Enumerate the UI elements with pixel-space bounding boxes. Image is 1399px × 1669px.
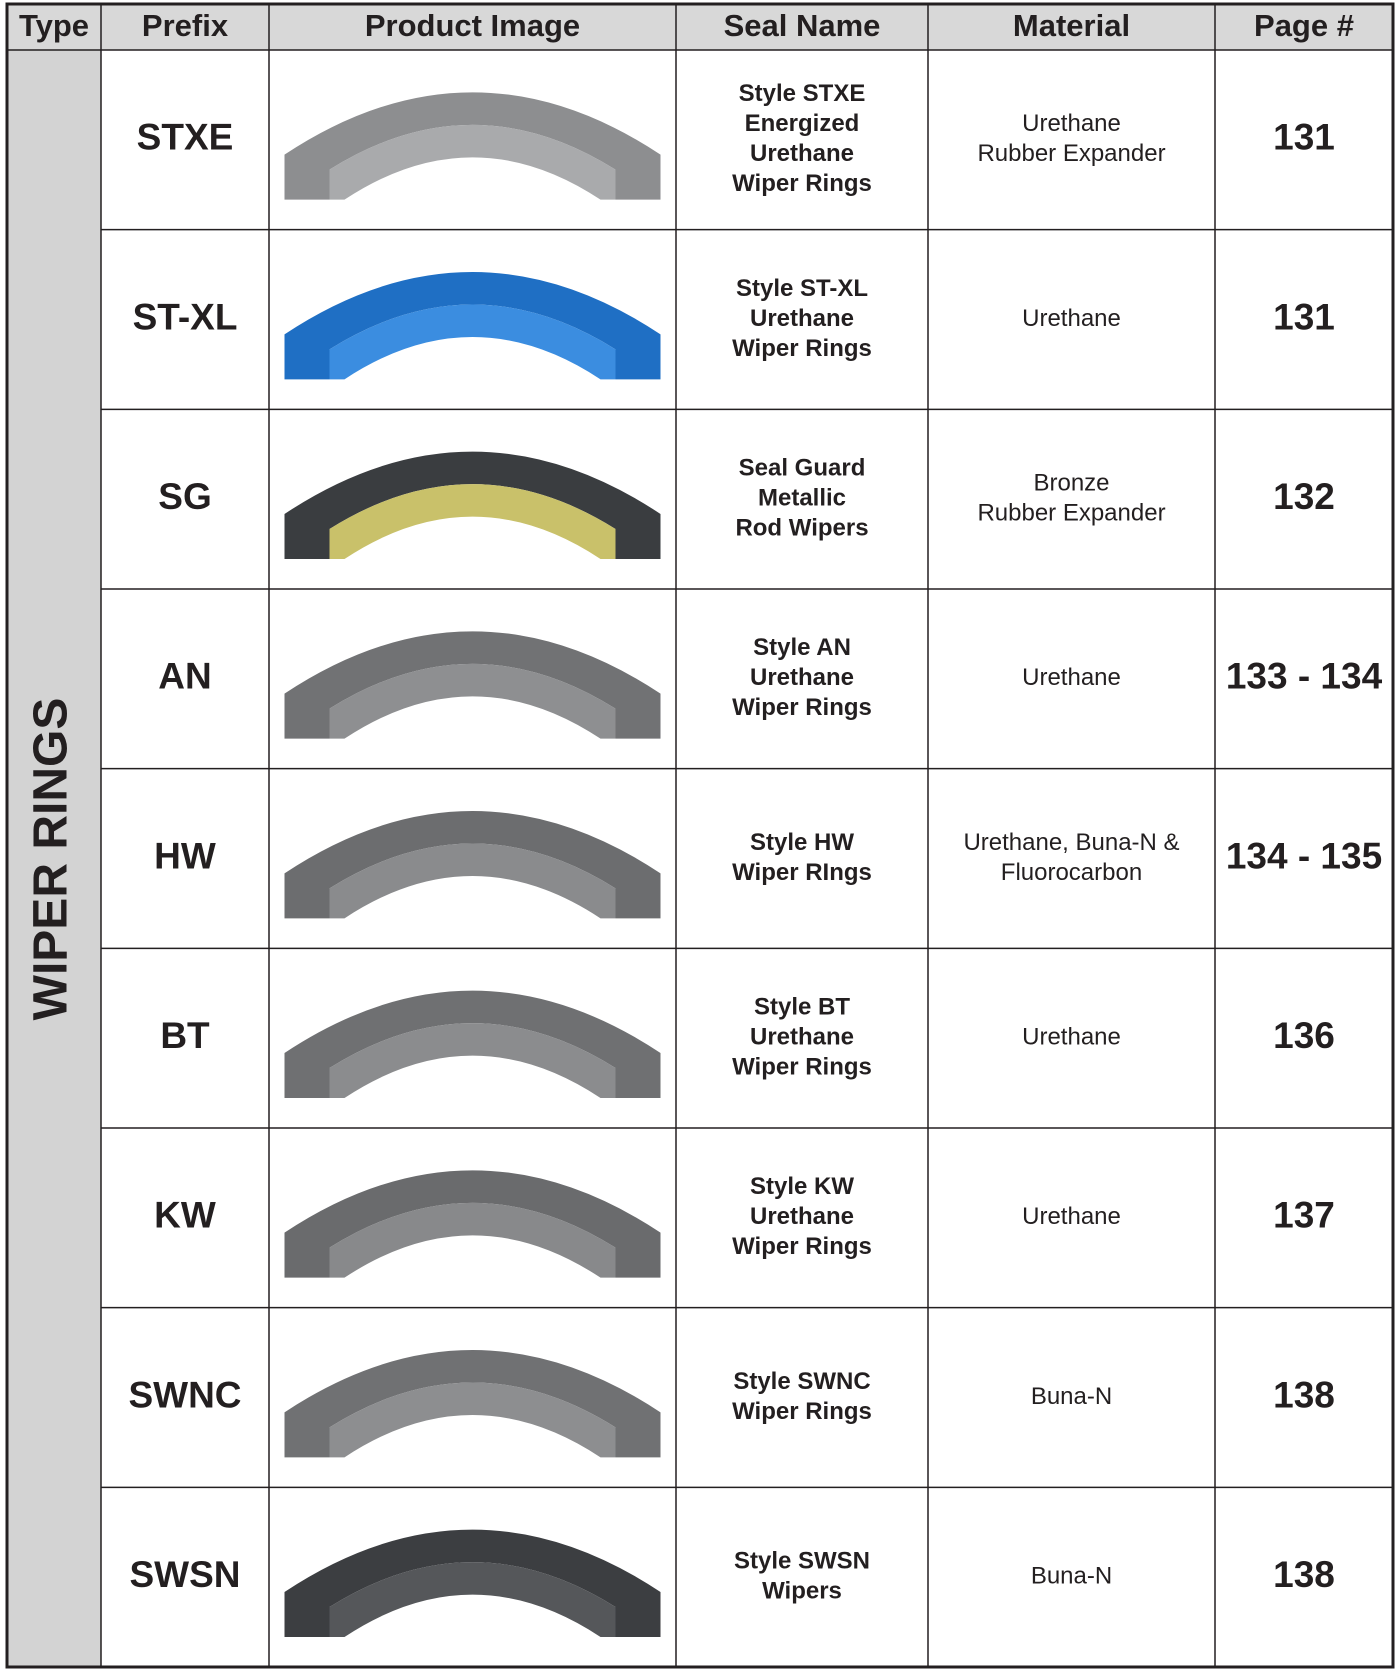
product-image xyxy=(284,1170,661,1278)
prefix: KW xyxy=(154,1195,216,1236)
seal-name: Wiper Rings xyxy=(732,170,872,197)
header-cell: Seal Name xyxy=(724,8,881,43)
prefix: ST-XL xyxy=(133,296,238,337)
product-image xyxy=(284,272,661,380)
seal-name: Metallic xyxy=(758,485,846,512)
seal-name: Urethane xyxy=(750,1203,854,1230)
product-image xyxy=(284,1529,661,1637)
seal-name: Rod Wipers xyxy=(735,515,868,542)
prefix: SWNC xyxy=(128,1374,241,1415)
material: Urethane xyxy=(1022,664,1121,691)
page-number: 137 xyxy=(1273,1195,1335,1236)
header-cell: Material xyxy=(1013,8,1130,43)
seal-name: Wipers xyxy=(762,1578,842,1605)
table-border xyxy=(5,2,1395,1669)
seal-name: Style BT xyxy=(754,994,850,1021)
material: Urethane xyxy=(1022,1203,1121,1230)
material: Rubber Expander xyxy=(977,500,1165,527)
product-image-face xyxy=(329,124,616,200)
product-image-face xyxy=(329,1023,616,1098)
prefix: SG xyxy=(158,476,211,517)
seal-name: Urethane xyxy=(750,140,854,167)
product-image-face xyxy=(329,1562,616,1637)
seal-name: Wiper Rings xyxy=(732,1398,872,1425)
material: Rubber Expander xyxy=(977,140,1165,167)
material: Urethane xyxy=(1022,110,1121,137)
page-number: 133 - 134 xyxy=(1226,656,1383,697)
seal-name: Urethane xyxy=(750,664,854,691)
seal-name: Wiper Rings xyxy=(732,1054,872,1081)
grid xyxy=(7,4,1393,1667)
header-cell: Type xyxy=(19,8,89,43)
seal-name: Style HW xyxy=(750,829,854,856)
product-image xyxy=(284,811,661,919)
seal-name: Wiper Rings xyxy=(732,1233,872,1260)
product-image-face xyxy=(329,1382,616,1458)
seal-name: Style ST-XL xyxy=(736,275,868,302)
prefix: BT xyxy=(160,1015,210,1056)
product-image-face xyxy=(329,484,616,559)
seal-name: Urethane xyxy=(750,305,854,332)
product-image xyxy=(284,631,661,739)
product-image xyxy=(284,1350,661,1458)
page-number: 138 xyxy=(1273,1374,1335,1415)
type-label: WIPER RINGS xyxy=(25,698,78,1021)
header-cell: Prefix xyxy=(142,8,229,43)
material: Fluorocarbon xyxy=(1001,859,1142,886)
material: Urethane, Buna-N & xyxy=(963,829,1179,856)
product-image-face xyxy=(329,1202,616,1278)
page-number: 134 - 135 xyxy=(1226,835,1382,876)
seal-name: Urethane xyxy=(750,1024,854,1051)
material: Urethane xyxy=(1022,305,1121,332)
material: Buna-N xyxy=(1031,1563,1112,1590)
product-image xyxy=(284,990,661,1098)
page-number: 131 xyxy=(1273,117,1335,158)
seal-name: Style SWNC xyxy=(733,1368,870,1395)
page-number: 132 xyxy=(1273,476,1335,517)
seal-name: Wiper RIngs xyxy=(732,859,872,886)
prefix: SWSN xyxy=(130,1554,241,1595)
product-image xyxy=(284,451,661,559)
product-image-face xyxy=(329,843,616,919)
material: Bronze xyxy=(1033,470,1109,497)
seal-name: Wiper Rings xyxy=(732,694,872,721)
prefix: HW xyxy=(154,835,216,876)
seal-name: Style AN xyxy=(753,634,851,661)
product-image-face xyxy=(329,663,616,739)
prefix: STXE xyxy=(137,117,234,158)
seal-name: Style SWSN xyxy=(734,1548,870,1575)
seal-name: Style KW xyxy=(750,1173,854,1200)
seal-name: Seal Guard xyxy=(739,455,866,482)
seal-name: Style STXE xyxy=(739,80,866,107)
seal-name: Wiper Rings xyxy=(732,335,872,362)
page-number: 138 xyxy=(1273,1554,1335,1595)
material: Buna-N xyxy=(1031,1383,1112,1410)
seal-name: Energized xyxy=(745,110,860,137)
page-number: 136 xyxy=(1273,1015,1335,1056)
header-cell: Page # xyxy=(1254,8,1354,43)
prefix: AN xyxy=(158,656,211,697)
product-image xyxy=(284,92,661,200)
header-bg xyxy=(7,4,1393,50)
header-cell: Product Image xyxy=(365,8,580,43)
type-bg xyxy=(7,50,101,1667)
material: Urethane xyxy=(1022,1024,1121,1051)
page-number: 131 xyxy=(1273,296,1335,337)
product-image-face xyxy=(329,304,616,380)
